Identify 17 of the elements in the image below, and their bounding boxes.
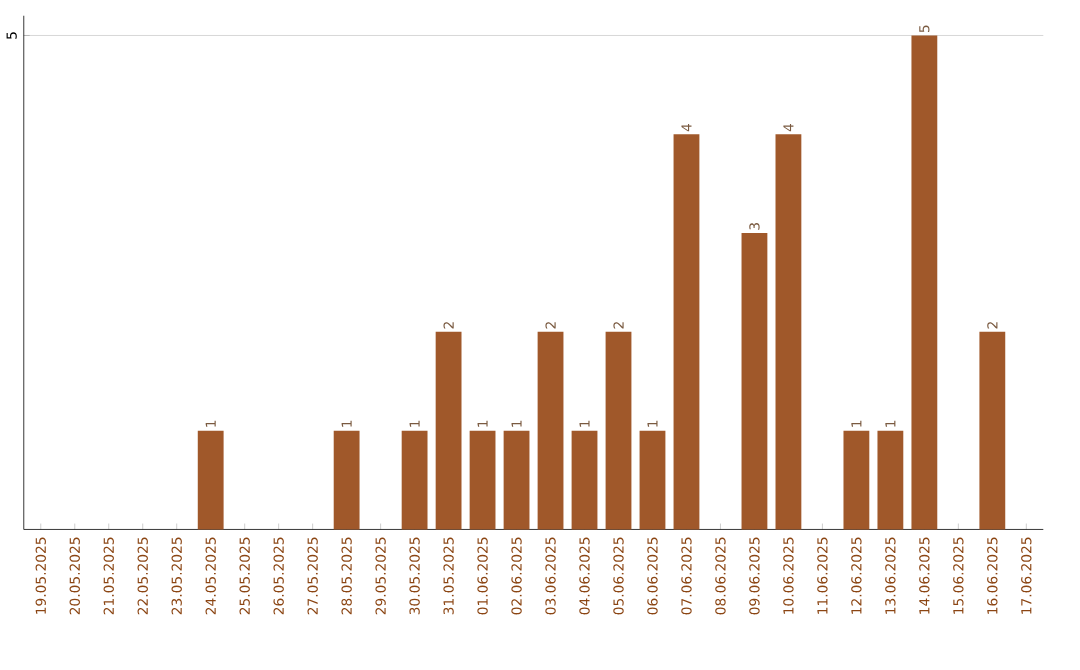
bar: [673, 134, 700, 530]
bar: [197, 431, 224, 530]
bar: [843, 431, 870, 530]
bar: [503, 431, 530, 530]
bar: [877, 431, 904, 530]
bar: [979, 332, 1006, 530]
bar: [775, 134, 802, 530]
bar: [469, 431, 496, 530]
bar: [435, 332, 462, 530]
bar: [741, 233, 768, 530]
bar: [639, 431, 666, 530]
bar: [911, 35, 938, 530]
bar: [333, 431, 360, 530]
bar: [605, 332, 632, 530]
bar: [401, 431, 428, 530]
bar: [571, 431, 598, 530]
bar: [537, 332, 564, 530]
